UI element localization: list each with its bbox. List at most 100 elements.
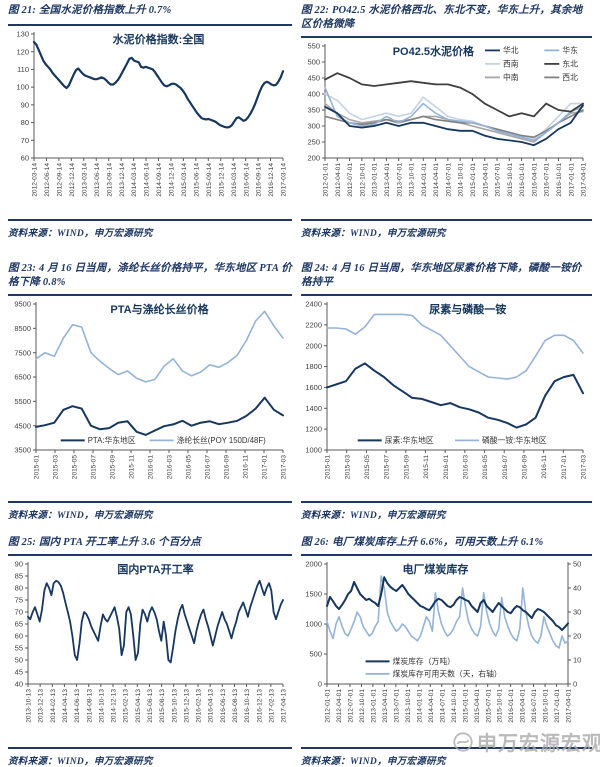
divider <box>301 36 592 38</box>
svg-text:2016-03: 2016-03 <box>167 455 174 480</box>
svg-text:0: 0 <box>573 680 577 689</box>
svg-text:7500: 7500 <box>14 348 31 357</box>
series-line-PTA:华东地区 <box>35 396 284 436</box>
series-line-水泥价格指数:全国 <box>32 40 285 129</box>
svg-text:50: 50 <box>573 560 581 569</box>
svg-text:2016-11: 2016-11 <box>243 455 250 479</box>
svg-text:0: 0 <box>318 680 322 689</box>
svg-text:2014-10-01: 2014-10-01 <box>451 689 458 723</box>
figure-24-chart: 1000 1200 1400 1600 1800 2000 2200 2400 2015-01 2… <box>301 296 592 499</box>
svg-text:尿素:华东地区: 尿素:华东地区 <box>385 435 434 445</box>
series-line-煤炭库存（万吨） <box>326 576 569 631</box>
svg-text:70: 70 <box>15 608 23 617</box>
figure-21: 图 21: 全国水泥价格指数上升 0.7% 60 70 80 90 100 110 120 1… <box>8 4 292 239</box>
svg-text:90: 90 <box>15 560 23 569</box>
svg-text:2015-12-14: 2015-12-14 <box>218 163 225 197</box>
svg-text:40: 40 <box>573 584 581 593</box>
svg-text:2015-05: 2015-05 <box>72 455 79 480</box>
svg-text:40: 40 <box>15 680 23 689</box>
series-line-华北 <box>324 104 584 147</box>
divider <box>8 294 292 296</box>
svg-text:2014-10-01: 2014-10-01 <box>458 163 465 197</box>
figure-21-chart: 60 70 80 90 100 110 120 130 2012-03-14 2012-06-14… <box>8 26 292 217</box>
figure-26: 图 26: 电厂煤炭库存上升 6.6%，可用天数上升 6.1% 0 500 1000… <box>301 536 592 767</box>
svg-text:东北: 东北 <box>562 59 578 69</box>
svg-text:100: 100 <box>16 83 29 92</box>
svg-text:西南: 西南 <box>503 59 519 69</box>
svg-text:2013-12-13: 2013-12-13 <box>38 689 45 723</box>
svg-text:130: 130 <box>16 30 29 39</box>
svg-text:2014-06-14: 2014-06-14 <box>144 163 151 197</box>
svg-text:2016-09-14: 2016-09-14 <box>256 163 263 197</box>
svg-text:2016-01: 2016-01 <box>443 455 450 480</box>
svg-text:华北: 华北 <box>503 45 519 55</box>
svg-text:9500: 9500 <box>14 300 31 309</box>
svg-text:2015-07-01: 2015-07-01 <box>495 163 502 197</box>
chart-title: 电厂煤炭库存 <box>402 562 468 576</box>
svg-text:2015-09: 2015-09 <box>403 455 410 480</box>
legend: PTA:华东地区 涤纶长丝(POY 150D/48F) <box>60 435 266 445</box>
svg-text:3500: 3500 <box>14 446 31 455</box>
svg-text:500: 500 <box>307 58 320 67</box>
series-line-西北 <box>324 109 584 138</box>
divider <box>301 554 592 556</box>
svg-text:2017-03: 2017-03 <box>581 455 588 480</box>
chart-title: 尿素与磷酸一铵 <box>429 302 506 316</box>
svg-text:华东: 华东 <box>562 45 578 55</box>
x-axis-labels: 2015-01 2015-03 2015-05 2015-07 2015-09 2015-… <box>325 450 588 479</box>
figure-21-heading: 图 21: 全国水泥价格指数上升 0.7% <box>8 5 172 16</box>
svg-text:2016-10-01: 2016-10-01 <box>543 689 550 723</box>
svg-text:65: 65 <box>15 620 23 629</box>
svg-text:2014-07-01: 2014-07-01 <box>446 163 453 197</box>
svg-text:2013-09-14: 2013-09-14 <box>106 163 113 197</box>
svg-text:2012-07-01: 2012-07-01 <box>347 163 354 197</box>
source-note: 资料来源：WIND，申万宏源研究 <box>8 757 153 767</box>
svg-text:80: 80 <box>21 118 29 127</box>
svg-text:2013-04-01: 2013-04-01 <box>382 689 389 723</box>
source-note: 资料来源：WIND，申万宏源研究 <box>8 511 153 521</box>
svg-text:350: 350 <box>307 106 320 115</box>
divider <box>301 219 592 221</box>
svg-text:1000: 1000 <box>305 620 322 629</box>
svg-text:70: 70 <box>21 136 29 145</box>
series-line-磷酸一铵:华东地区 <box>326 313 584 380</box>
series-line-煤炭库存可用天数（天，右轴） <box>326 575 569 649</box>
svg-text:2012-07-01: 2012-07-01 <box>348 689 355 723</box>
chart-canvas: 60 70 80 90 100 110 120 130 2012-03-14 2012-06-14… <box>16 30 287 197</box>
svg-text:300: 300 <box>307 122 320 131</box>
svg-text:西北: 西北 <box>562 73 578 82</box>
svg-text:2013-07-01: 2013-07-01 <box>394 689 401 723</box>
chart-canvas: 40 45 50 55 60 65 70 75 80 85 90 2013-10-13 2013-12-… <box>15 560 288 723</box>
svg-text:20: 20 <box>573 632 581 641</box>
svg-text:2014-12-13: 2014-12-13 <box>111 689 118 723</box>
divider <box>8 501 292 503</box>
svg-text:2015-09-14: 2015-09-14 <box>206 163 213 197</box>
svg-text:2015-01-01: 2015-01-01 <box>470 163 477 197</box>
svg-text:2014-02-13: 2014-02-13 <box>50 689 57 723</box>
svg-text:2015-11: 2015-11 <box>423 455 430 479</box>
svg-text:120: 120 <box>16 47 29 56</box>
figure-25: 图 25: 国内 PTA 开工率上升 3.6 个百分点 40 45 50 55 60 65… <box>8 536 292 767</box>
svg-text:1000: 1000 <box>305 446 322 455</box>
svg-text:2016-04-01: 2016-04-01 <box>532 163 539 197</box>
svg-text:磷酸一铵:华东地区: 磷酸一铵:华东地区 <box>482 435 547 445</box>
svg-text:2016-07-01: 2016-07-01 <box>544 163 551 197</box>
svg-text:2017-01: 2017-01 <box>262 455 269 480</box>
svg-text:2016-03: 2016-03 <box>462 455 469 480</box>
svg-text:2016-10-13: 2016-10-13 <box>244 689 251 723</box>
svg-text:85: 85 <box>15 572 23 581</box>
figure-26-heading: 图 26: 电厂煤炭库存上升 6.6%，可用天数上升 6.1% <box>301 537 544 548</box>
svg-text:2012-12-14: 2012-12-14 <box>69 163 76 197</box>
svg-text:2014-01-01: 2014-01-01 <box>421 163 428 197</box>
svg-text:2014-12-14: 2014-12-14 <box>169 163 176 197</box>
svg-text:2015-02-13: 2015-02-13 <box>123 689 130 723</box>
svg-text:2016-01-01: 2016-01-01 <box>508 689 515 723</box>
svg-text:1600: 1600 <box>305 383 322 392</box>
y-axis-labels: 1000 1200 1400 1600 1800 2000 2200 2400 <box>305 300 327 455</box>
svg-text:2014-08-13: 2014-08-13 <box>86 689 93 723</box>
x-axis-labels: 2012-01-01 2012-04-01 2012-07-01 2012-10-01… <box>325 684 573 723</box>
svg-text:2012-10-01: 2012-10-01 <box>360 163 367 197</box>
svg-text:2014-04-01: 2014-04-01 <box>428 689 435 723</box>
svg-text:2017-02-13: 2017-02-13 <box>269 689 276 723</box>
